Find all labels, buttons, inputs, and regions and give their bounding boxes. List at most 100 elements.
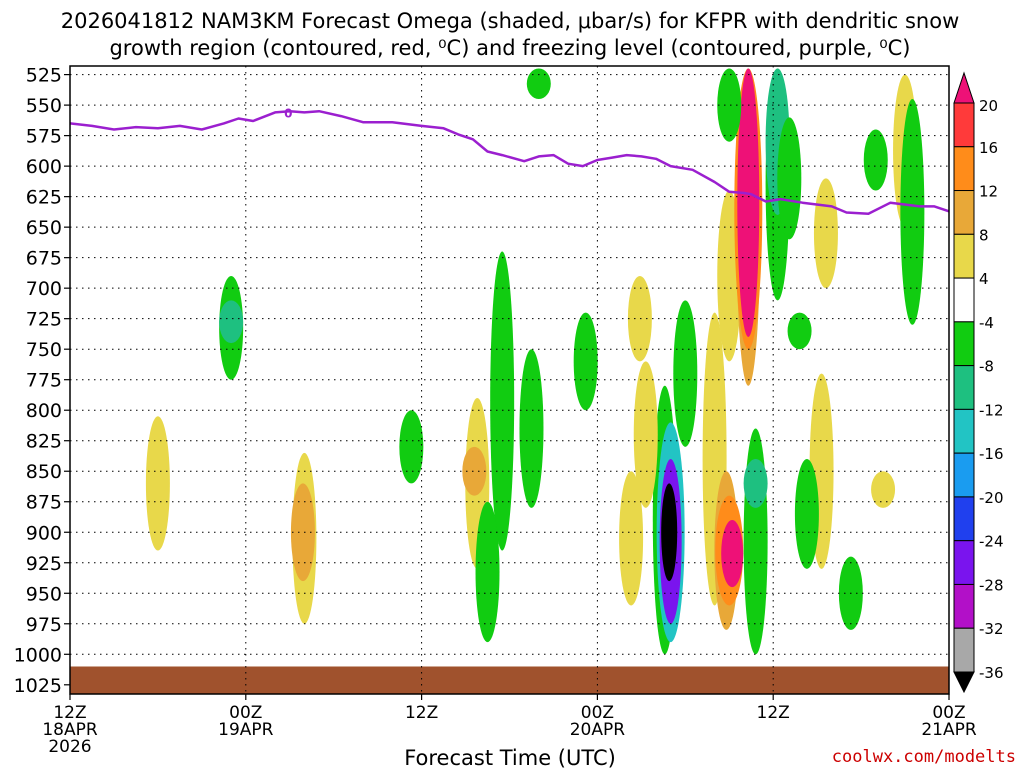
omega-cell: [619, 471, 644, 606]
x-tick-label: 12Z: [53, 703, 86, 723]
colorbar-label: -8: [979, 358, 994, 376]
y-tick-label: 525: [26, 65, 62, 87]
x-tick-label: 12Z: [757, 703, 790, 723]
y-tick-label: 550: [26, 95, 62, 117]
y-tick-label: 800: [26, 400, 62, 422]
omega-shading-layer: [145, 68, 925, 655]
colorbar-bin: [953, 540, 975, 585]
colorbar-label: 8: [979, 226, 989, 244]
omega-cell: [290, 483, 315, 582]
freezing-level-layer: 0: [70, 106, 949, 215]
omega-cell: [717, 68, 742, 142]
colorbar-bin: [953, 408, 975, 454]
x-tick-label: 00Z: [932, 703, 965, 723]
colorbar-label: -4: [979, 314, 994, 332]
colorbar-label: -36: [979, 664, 1004, 682]
colorbar-label: -12: [979, 401, 1004, 419]
freezing-level-label: 0: [284, 106, 292, 120]
y-tick-label: 700: [26, 278, 62, 300]
credit-text: coolwx.com/modelts: [832, 747, 1016, 767]
y-tick-label: 775: [26, 370, 62, 392]
omega-cell: [573, 312, 598, 411]
omega-cell: [526, 68, 551, 100]
colorbar-label: -16: [979, 445, 1004, 463]
colorbar-label: -32: [979, 620, 1004, 638]
y-tick-label: 925: [26, 553, 62, 575]
colorbar-label: 16: [979, 139, 998, 157]
colorbar-bin: [953, 190, 975, 235]
gridlines: [70, 66, 949, 694]
omega-cell: [661, 483, 678, 582]
y-tick-label: 675: [26, 248, 62, 270]
x-tick-label: 18APR: [42, 720, 98, 740]
omega-cell: [743, 459, 768, 508]
omega-cell: [900, 99, 925, 325]
colorbar-bin: [953, 365, 975, 410]
omega-cell: [490, 251, 515, 551]
colorbar-label: -20: [979, 489, 1004, 507]
colorbar-bin: [953, 627, 975, 673]
colorbar-label: -24: [979, 533, 1004, 551]
colorbar: 20 16 12 8 4 -4 -8 -12 -16 -20 -24 -28 -32 -36: [953, 71, 1004, 694]
omega-cell: [462, 446, 487, 496]
colorbar-bin: [953, 233, 975, 279]
y-tick-label: 975: [26, 614, 62, 636]
y-tick-label: 575: [26, 126, 62, 148]
y-tick-label: 750: [26, 339, 62, 361]
y-tick-label: 900: [26, 522, 62, 544]
colorbar-bin: [953, 496, 975, 542]
omega-cell: [721, 520, 744, 588]
omega-cell: [627, 275, 652, 362]
x-tick-label: 2026: [48, 737, 91, 757]
colorbar-label: 12: [979, 183, 998, 201]
y-tick-label: 725: [26, 309, 62, 331]
colorbar-bin: [953, 452, 975, 498]
colorbar-label: 4: [979, 270, 989, 288]
omega-cell: [863, 129, 888, 191]
omega-cell: [787, 312, 812, 350]
omega-cell: [673, 300, 698, 447]
omega-cell: [475, 501, 500, 643]
colorbar-bin: [953, 146, 975, 192]
x-tick-label: 12Z: [405, 703, 438, 723]
y-tick-label: 1000: [14, 644, 62, 666]
colorbar-bin: [953, 583, 975, 629]
y-tick-label: 650: [26, 217, 62, 239]
x-tick-label: 00Z: [581, 703, 614, 723]
omega-cell: [813, 178, 838, 289]
omega-cell: [219, 300, 244, 344]
x-tick-label: 21APR: [921, 720, 977, 740]
omega-cell: [794, 459, 819, 569]
x-tick-label: 19APR: [218, 720, 274, 740]
chart-title-line2: growth region (contoured, red, ⁰C) and f…: [109, 36, 910, 60]
colorbar-label: -28: [979, 576, 1004, 594]
omega-cell: [145, 416, 170, 551]
chart-title-line1: 2026041812 NAM3KM Forecast Omega (shaded…: [61, 9, 960, 33]
y-axis: 525 550 575 600 625 650 675 700 725 750 775 800 825 8…: [14, 65, 70, 697]
y-tick-label: 825: [26, 431, 62, 453]
colorbar-bin: [953, 321, 975, 367]
omega-cell: [871, 471, 896, 508]
colorbar-label: 20: [979, 97, 998, 115]
colorbar-bin: [953, 277, 975, 323]
colorbar-bottom-arrow: [953, 671, 975, 694]
omega-cell: [633, 361, 658, 508]
y-tick-label: 850: [26, 461, 62, 483]
colorbar-bin: [953, 102, 975, 148]
y-tick-label: 1025: [14, 675, 62, 697]
omega-cell: [519, 349, 544, 508]
y-tick-label: 625: [26, 187, 62, 209]
omega-cell: [399, 410, 424, 484]
y-tick-label: 600: [26, 156, 62, 178]
x-axis-title: Forecast Time (UTC): [404, 746, 616, 768]
freezing-level-line: [70, 109, 949, 215]
y-tick-label: 950: [26, 583, 62, 605]
x-tick-label: 20APR: [570, 720, 626, 740]
omega-cell: [777, 117, 802, 240]
ground-strip: [70, 666, 949, 694]
ground-layer: [70, 666, 949, 694]
x-tick-label: 00Z: [229, 703, 262, 723]
y-tick-label: 875: [26, 492, 62, 514]
